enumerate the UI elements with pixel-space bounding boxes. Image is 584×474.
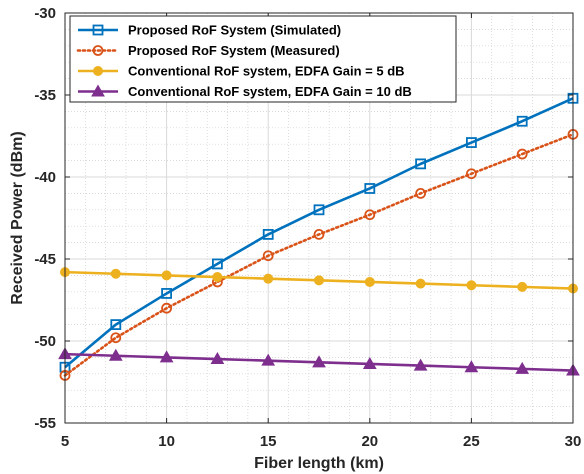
legend-entry-3: Conventional RoF system, EDFA Gain = 5 d…	[78, 64, 405, 79]
series-2-point	[161, 302, 173, 314]
legend-swatch-marker	[92, 24, 104, 36]
series-3-point	[110, 268, 121, 279]
legend: Proposed RoF System (Simulated) Proposed …	[69, 15, 457, 103]
series-2-point	[516, 148, 528, 160]
legend-label: Conventional RoF system, EDFA Gain = 5 d…	[128, 64, 405, 79]
legend-label: Conventional RoF system, EDFA Gain = 10 …	[128, 84, 412, 99]
series-1-point	[465, 137, 477, 148]
series-2-point	[364, 209, 376, 221]
series-2-point	[465, 168, 477, 180]
series-3-point	[517, 281, 528, 292]
x-axis-label: Fiber length (km)	[254, 455, 384, 472]
series-3-point	[466, 280, 477, 291]
series-2-point	[313, 228, 325, 240]
series-4-point	[261, 353, 276, 366]
series-4-point	[159, 350, 174, 363]
x-tick-label: 10	[158, 433, 175, 450]
legend-label: Proposed RoF System (Simulated)	[128, 23, 341, 38]
x-tick-label: 15	[260, 433, 277, 450]
series-1-point	[516, 115, 528, 127]
series-2-point	[110, 332, 122, 344]
series-2-line	[63, 133, 575, 377]
series-4-point	[312, 355, 326, 368]
y-tick-labels: -30 -35 -40 -45 -50 -55	[34, 5, 56, 432]
y-tick-label: -30	[34, 5, 56, 22]
legend-swatch-marker	[93, 66, 103, 76]
legend-label: Proposed RoF System (Measured)	[128, 43, 340, 58]
legend-swatch-marker	[92, 45, 104, 56]
series-1-point	[364, 183, 376, 194]
legend-swatch-marker	[91, 84, 105, 97]
x-tick-label: 20	[361, 433, 378, 450]
series-4-point	[362, 356, 377, 369]
series-4-point	[515, 361, 530, 374]
x-tick-label: 25	[463, 433, 480, 450]
y-tick-label: -35	[34, 87, 56, 104]
series-3-point	[212, 272, 223, 283]
y-tick-label: -45	[34, 251, 56, 268]
series-3-point	[314, 275, 324, 286]
legend-entry-1: Proposed RoF System (Simulated)	[78, 23, 341, 38]
series-4-point	[413, 358, 428, 371]
series-1-point	[161, 288, 173, 299]
legend-entry-4: Conventional RoF system, EDFA Gain = 10 …	[78, 84, 412, 99]
series-4-point	[210, 352, 225, 365]
series-4-point	[464, 360, 479, 373]
y-tick-label: -40	[34, 169, 56, 186]
series-layer	[58, 92, 580, 381]
series-3-point	[263, 273, 274, 284]
series-1-point	[415, 158, 427, 170]
plot-frame	[64, 12, 574, 424]
series-1-point	[110, 319, 122, 331]
series-1-point	[211, 258, 223, 270]
x-tick-labels: 5 10 15 20 25 30	[61, 433, 582, 450]
series-3	[60, 267, 578, 294]
series-1-point	[262, 228, 274, 240]
series-1-point	[313, 204, 325, 216]
y-axis-label: Received Power (dBm)	[9, 131, 26, 304]
series-3-point	[364, 276, 375, 287]
series-4-point	[108, 348, 123, 361]
series-1-line	[64, 97, 574, 369]
legend-box	[69, 15, 457, 103]
series-3-point	[161, 270, 172, 281]
x-tick-label: 5	[61, 433, 69, 450]
x-tick-label: 30	[565, 433, 582, 450]
legend-entry-2: Proposed RoF System (Measured)	[76, 43, 340, 58]
y-tick-label: -55	[34, 415, 56, 432]
series-4	[58, 347, 580, 376]
y-tick-label: -50	[34, 333, 56, 350]
series-2-point	[262, 250, 274, 262]
series-3-point	[415, 278, 426, 289]
tick-marks	[64, 12, 574, 424]
series-2-point	[415, 187, 427, 199]
